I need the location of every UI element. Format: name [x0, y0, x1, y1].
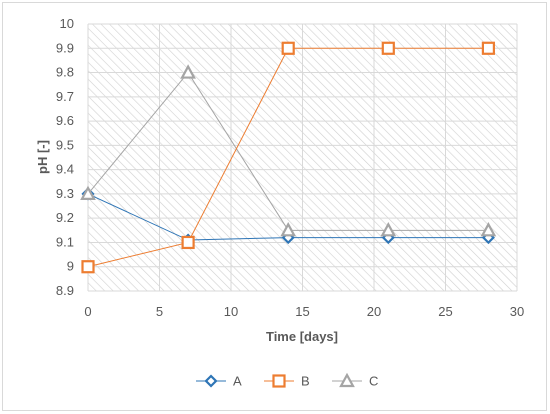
- x-tick-label: 30: [510, 304, 524, 319]
- legend-item-C: C: [332, 372, 378, 389]
- x-tick-labels: 0 5 10 15 20 25 30: [84, 304, 524, 319]
- y-tick-label: 10: [60, 16, 74, 31]
- data-point-B: [281, 41, 295, 55]
- y-tick-label: 9.9: [56, 40, 74, 55]
- y-tick-label: 9: [67, 259, 74, 274]
- gridlines: [87, 23, 518, 292]
- series-C: [80, 64, 497, 237]
- data-point-B: [81, 260, 95, 274]
- y-tick-labels: 8.9 9 9.1 9.2 9.3 9.4 9.5 9.6 9.7 9.8 9.9 10: [56, 16, 74, 298]
- y-tick-label: 9.8: [56, 65, 74, 80]
- data-point-C: [80, 185, 96, 201]
- data-point-B: [181, 235, 195, 250]
- data-point-C: [380, 222, 397, 237]
- y-tick-label: 9.3: [56, 186, 74, 201]
- y-axis-title: pH [-]: [35, 140, 50, 174]
- y-tick-label: 9.5: [56, 137, 74, 152]
- legend-marker-triangle: [339, 372, 355, 388]
- legend-item-A: A: [196, 374, 242, 389]
- data-point-C: [180, 64, 196, 79]
- y-tick-label: 9.2: [56, 210, 74, 225]
- legend-item-B: B: [264, 374, 310, 389]
- y-tick-label: 9.6: [56, 113, 74, 128]
- y-tick-label: 9.7: [56, 89, 74, 104]
- y-tick-label: 8.9: [56, 283, 74, 298]
- data-point-B: [481, 41, 495, 55]
- data-point-B: [381, 41, 395, 55]
- x-tick-label: 25: [438, 304, 452, 319]
- x-tick-label: 20: [367, 304, 381, 319]
- y-tick-label: 9.4: [56, 162, 74, 177]
- x-tick-label: 0: [84, 304, 91, 319]
- legend-label: B: [301, 374, 310, 389]
- legend-label: A: [233, 374, 242, 389]
- y-tick-label: 9.1: [56, 234, 74, 249]
- x-axis-title: Time [days]: [266, 329, 338, 344]
- legend-label: C: [369, 374, 378, 389]
- data-point-C: [480, 222, 497, 237]
- x-tick-label: 5: [156, 304, 163, 319]
- legend-marker-square: [272, 374, 286, 388]
- legend: A B C: [196, 372, 378, 389]
- legend-marker-diamond: [204, 374, 218, 388]
- series-layer: [80, 41, 497, 274]
- x-tick-label: 15: [295, 304, 309, 319]
- x-tick-label: 10: [224, 304, 238, 319]
- series-B: [81, 41, 495, 274]
- data-point-C: [280, 222, 297, 237]
